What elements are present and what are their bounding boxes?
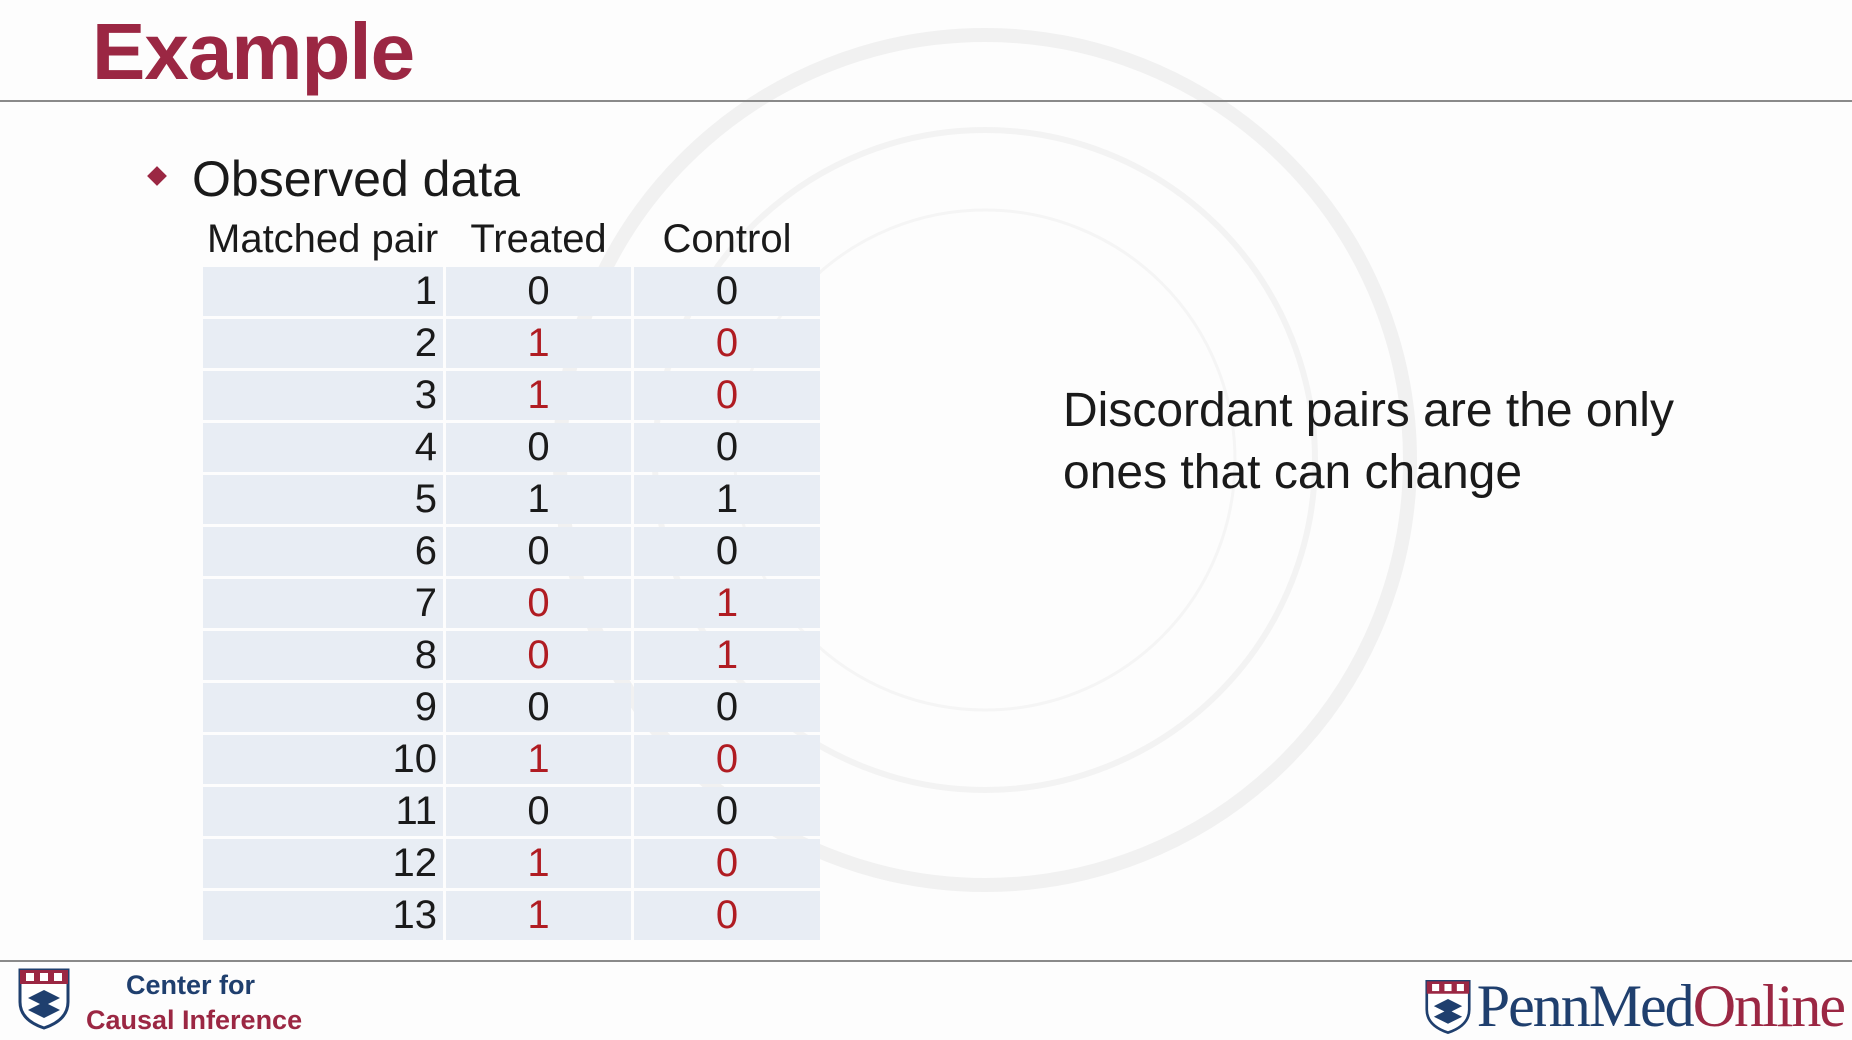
bullet-item: Observed data [147, 150, 520, 208]
treated-cell: 1 [446, 839, 631, 888]
observed-data-table: Matched pair Treated Control 1 0 0 2 1 0… [200, 212, 823, 943]
pair-cell: 5 [203, 475, 443, 524]
treated-cell: 0 [446, 527, 631, 576]
header-control: Control [662, 217, 792, 261]
center-name-line2: Causal Inference [86, 1005, 303, 1035]
treated-cell: 0 [446, 579, 631, 628]
control-cell: 0 [634, 319, 820, 368]
pair-cell: 9 [203, 683, 443, 732]
brand-pennmed: PennMed [1476, 973, 1695, 1039]
pennmedonline-logo: PennMedOnline [1425, 972, 1846, 1040]
bullet-text: Observed data [192, 151, 520, 207]
control-cell: 0 [634, 735, 820, 784]
table-row: 7 0 1 [203, 579, 820, 628]
treated-cell: 1 [446, 371, 631, 420]
pair-cell: 8 [203, 631, 443, 680]
diamond-bullet-icon [147, 166, 167, 186]
penn-shield-icon [1425, 979, 1471, 1034]
control-cell: 0 [634, 267, 820, 316]
center-for-causal-inference-logo: Center for Causal Inference [18, 968, 302, 1038]
control-cell: 0 [634, 527, 820, 576]
footer-divider [0, 960, 1852, 962]
treated-cell: 1 [446, 735, 631, 784]
control-cell: 0 [634, 423, 820, 472]
control-cell: 1 [634, 631, 820, 680]
control-cell: 0 [634, 683, 820, 732]
brand-online: Online [1692, 973, 1846, 1039]
table-row: 2 1 0 [203, 319, 820, 368]
table-row: 3 1 0 [203, 371, 820, 420]
pair-cell: 10 [203, 735, 443, 784]
header-matched-pair: Matched pair [207, 217, 439, 261]
discordant-pairs-note: Discordant pairs are the only ones that … [1063, 384, 1674, 499]
table-row: 11 0 0 [203, 787, 820, 836]
pair-cell: 6 [203, 527, 443, 576]
control-cell: 0 [634, 371, 820, 420]
table-row: 5 1 1 [203, 475, 820, 524]
header-treated: Treated [470, 217, 607, 261]
center-name-line1: Center for [126, 970, 256, 1000]
table-row: 1 0 0 [203, 267, 820, 316]
control-cell: 1 [634, 579, 820, 628]
pair-cell: 4 [203, 423, 443, 472]
table-row: 12 1 0 [203, 839, 820, 888]
control-cell: 0 [634, 787, 820, 836]
table-row: 10 1 0 [203, 735, 820, 784]
treated-cell: 0 [446, 631, 631, 680]
treated-cell: 0 [446, 423, 631, 472]
pair-cell: 7 [203, 579, 443, 628]
table-header-row: Matched pair Treated Control [203, 215, 820, 264]
control-cell: 0 [634, 839, 820, 888]
control-cell: 0 [634, 891, 820, 940]
table-row: 6 0 0 [203, 527, 820, 576]
pair-cell: 2 [203, 319, 443, 368]
pair-cell: 13 [203, 891, 443, 940]
table-row: 9 0 0 [203, 683, 820, 732]
pair-cell: 12 [203, 839, 443, 888]
penn-shield-icon [18, 968, 70, 1030]
title-divider [0, 100, 1852, 102]
pair-cell: 11 [203, 787, 443, 836]
treated-cell: 1 [446, 891, 631, 940]
treated-cell: 0 [446, 787, 631, 836]
table-row: 4 0 0 [203, 423, 820, 472]
pair-cell: 3 [203, 371, 443, 420]
treated-cell: 0 [446, 683, 631, 732]
table-row: 8 0 1 [203, 631, 820, 680]
treated-cell: 1 [446, 319, 631, 368]
pair-cell: 1 [203, 267, 443, 316]
treated-cell: 1 [446, 475, 631, 524]
treated-cell: 0 [446, 267, 631, 316]
table-row: 13 1 0 [203, 891, 820, 940]
slide-title: Example [92, 7, 415, 96]
control-cell: 1 [634, 475, 820, 524]
